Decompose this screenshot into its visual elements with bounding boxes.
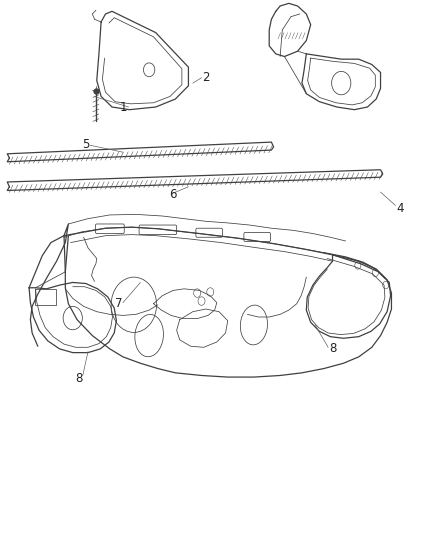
Text: 8: 8	[329, 342, 336, 356]
Text: 4: 4	[396, 201, 404, 214]
Text: 2: 2	[202, 71, 210, 84]
Text: 7: 7	[115, 297, 122, 310]
Text: 5: 5	[82, 138, 89, 151]
Text: 1: 1	[120, 101, 127, 114]
Text: 8: 8	[76, 372, 83, 385]
Bar	[35, 289, 56, 305]
Text: 6: 6	[170, 188, 177, 201]
